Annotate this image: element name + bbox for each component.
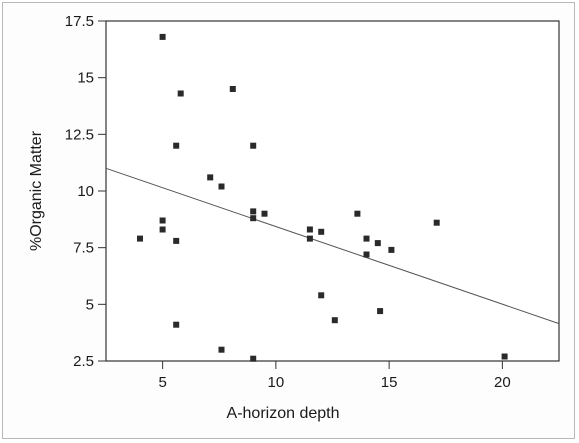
y-axis-title: %Organic Matter: [28, 130, 45, 251]
data-point: [306, 235, 313, 242]
data-point: [159, 217, 166, 224]
data-point: [318, 292, 325, 299]
x-tick-label: 20: [494, 374, 511, 391]
data-point: [250, 142, 257, 149]
data-point: [363, 251, 370, 258]
chart-frame: 5 10 15 20 2.5 5 7.5 10 12.5 15 17.5 A-horizon de…: [2, 2, 575, 439]
data-points: [137, 33, 508, 362]
data-point: [207, 174, 214, 181]
y-tick-label: 15: [77, 70, 94, 87]
y-tick-label: 7.5: [73, 240, 94, 257]
x-tick-label: 10: [268, 374, 285, 391]
data-point: [173, 321, 180, 328]
data-point: [173, 237, 180, 244]
data-point: [306, 226, 313, 233]
data-point: [250, 355, 257, 362]
y-tick-label: 12.5: [65, 126, 94, 143]
y-tick-label: 2.5: [73, 353, 94, 370]
data-point: [363, 235, 370, 242]
data-point: [250, 208, 257, 215]
data-point: [377, 308, 384, 315]
data-point: [229, 86, 236, 92]
regression-line: [105, 167, 560, 325]
data-point: [177, 90, 184, 97]
data-point: [318, 228, 325, 235]
data-point: [433, 219, 440, 226]
plot-area: [105, 20, 560, 362]
y-axis: 2.5 5 7.5 10 12.5 15 17.5: [65, 13, 106, 370]
data-point: [250, 215, 257, 222]
data-point: [388, 246, 395, 253]
scatter-chart: 5 10 15 20 2.5 5 7.5 10 12.5 15 17.5 A-horizon de…: [28, 13, 560, 422]
x-tick-label: 15: [381, 374, 398, 391]
data-point: [173, 142, 180, 149]
data-point: [218, 346, 225, 353]
x-tick-label: 5: [158, 374, 166, 391]
x-axis: 5 10 15 20: [158, 361, 511, 391]
data-point: [331, 317, 338, 324]
data-point: [218, 183, 225, 190]
y-tick-label: 10: [77, 183, 94, 200]
y-tick-label: 17.5: [65, 13, 94, 30]
data-point: [159, 33, 166, 40]
x-axis-title: A-horizon depth: [227, 405, 340, 422]
data-point: [354, 210, 361, 217]
data-point: [374, 240, 381, 247]
y-tick-label: 5: [86, 296, 94, 313]
data-point: [501, 353, 508, 360]
data-point: [137, 235, 143, 242]
data-point: [261, 210, 268, 217]
data-point: [159, 226, 166, 233]
